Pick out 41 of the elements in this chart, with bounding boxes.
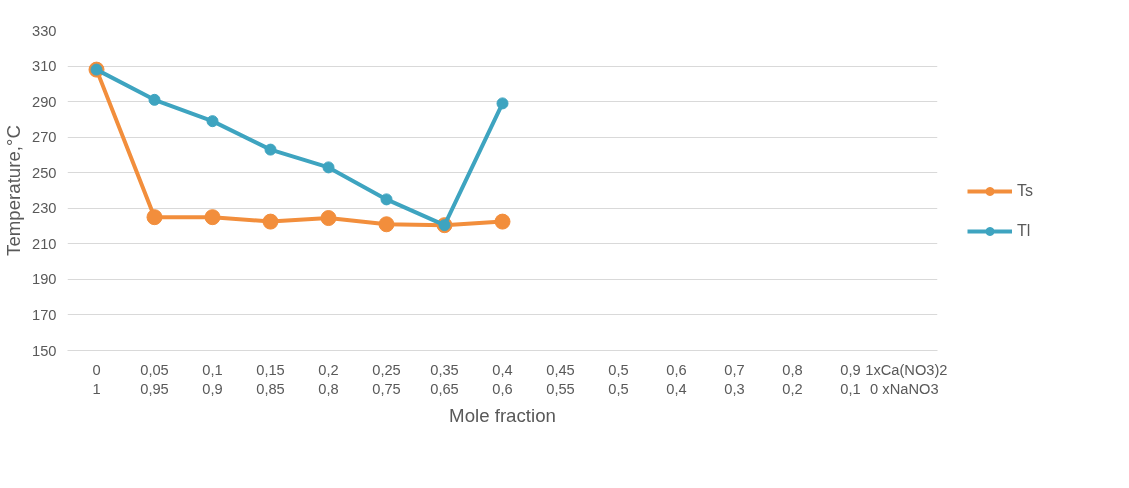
point: [496, 97, 509, 110]
x-tick-label: 1xCa(NO3)2 0 xNaNO3: [865, 361, 948, 397]
point: [494, 213, 511, 230]
point: [320, 210, 337, 227]
x-tick-label: 0,25 0,75: [372, 361, 401, 397]
point: [146, 209, 163, 226]
point: [378, 216, 395, 233]
point: [380, 193, 393, 206]
y-tick-label: 290: [32, 93, 57, 110]
x-tick-label: 0,4 0,6: [492, 361, 513, 397]
legend-label: Ts: [1017, 182, 1034, 200]
x-tick-label: 0,2 0,8: [318, 361, 339, 397]
point: [206, 115, 219, 128]
x-tick-label: 0,45 0,55: [546, 361, 575, 397]
y-tick-label: 250: [32, 164, 57, 181]
point: [204, 209, 221, 226]
x-tick-label: 0,6 0,4: [666, 361, 687, 397]
x-tick-label: 0,7 0,3: [724, 361, 745, 397]
y-tick-label: 150: [32, 342, 57, 359]
point: [264, 143, 277, 156]
y-tick-label: 230: [32, 200, 57, 217]
point: [262, 213, 279, 230]
y-tick-label: 190: [32, 271, 57, 288]
point: [322, 161, 335, 174]
x-tick-label: 0,8 0,2: [782, 361, 803, 397]
x-tick-label: 0 1: [92, 361, 101, 397]
x-tick-label: 0,9 0,1: [840, 361, 861, 397]
y-tick-label: 210: [32, 235, 57, 252]
x-tick-label: 0,1 0,9: [202, 361, 223, 397]
x-tick-label: 0,5 0,5: [608, 361, 629, 397]
legend-label: Tl: [1017, 222, 1032, 240]
y-tick-label: 330: [32, 22, 57, 39]
y-tick-label: 170: [32, 306, 57, 323]
y-axis-title: Temperature,°C: [3, 125, 25, 256]
y-tick-label: 270: [32, 129, 57, 146]
x-tick-label: 0,35 0,65: [430, 361, 459, 397]
x-tick-label: 0,15 0,85: [256, 361, 285, 397]
y-tick-label: 310: [32, 58, 57, 75]
x-tick-label: 0,05 0,95: [140, 361, 169, 397]
point: [148, 93, 161, 106]
x-axis-title: Mole fraction: [449, 404, 556, 426]
